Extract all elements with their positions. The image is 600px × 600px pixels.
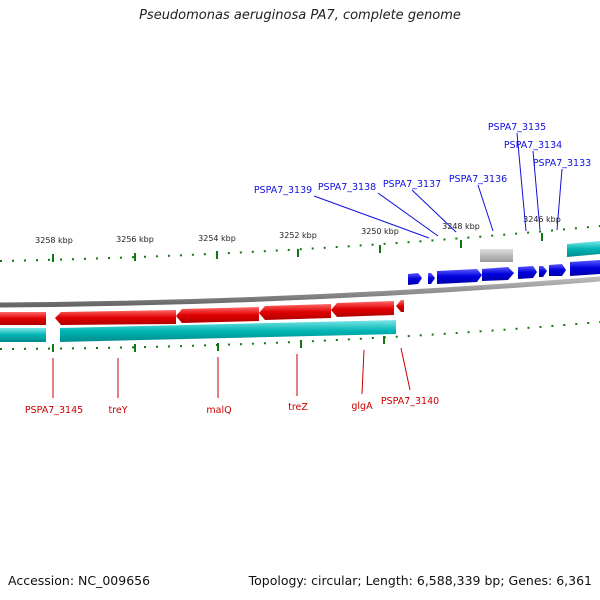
gene-label-PSPA7_3140: PSPA7_3140 <box>381 396 439 407</box>
gene-label-glgA: glgA <box>351 401 373 412</box>
forward-labels: PSPA7_3139 PSPA7_3138 PSPA7_3137 PSPA7_3… <box>254 122 591 239</box>
reverse-gene-arrow <box>259 304 331 320</box>
leader-line <box>361 349 365 395</box>
ruler-label: 3256 kbp <box>116 235 154 244</box>
leader-line <box>313 195 430 239</box>
gene-label-PSPA7_3133: PSPA7_3133 <box>533 158 591 169</box>
leader-line <box>411 189 457 233</box>
forward-gene-arrow <box>549 264 566 276</box>
leader-line <box>556 168 563 231</box>
map-title: Pseudomonas aeruginosa PA7, complete gen… <box>139 8 461 23</box>
reverse-labels: PSPA7_3145 treY malQ treZ glgA PSPA7_314… <box>25 347 439 416</box>
forward-gene-arrow <box>539 266 547 277</box>
forward-gene-arrow <box>482 267 514 281</box>
gene-label-PSPA7_3134: PSPA7_3134 <box>504 140 562 151</box>
ruler-label: 3258 kbp <box>35 236 73 245</box>
reverse-gene-arrow <box>331 301 394 317</box>
cyan-feature <box>60 320 396 342</box>
gene-label-PSPA7_3135: PSPA7_3135 <box>488 122 546 133</box>
grey-feature <box>480 249 513 262</box>
outer-ruler: 3258 kbp 3256 kbp 3254 kbp 3252 kbp 3250… <box>0 215 600 262</box>
cyan-feature-right <box>567 241 600 257</box>
gene-label-PSPA7_3136: PSPA7_3136 <box>449 174 507 185</box>
reverse-gene-arrow <box>0 312 46 325</box>
cyan-feature <box>0 328 46 342</box>
gene-label-treY: treY <box>108 405 127 416</box>
gene-label-PSPA7_3139: PSPA7_3139 <box>254 185 312 196</box>
forward-gene-arrow <box>518 266 537 279</box>
leader-line <box>377 192 439 237</box>
reverse-gene-arrow <box>176 307 259 323</box>
ruler-label: 3252 kbp <box>279 231 317 240</box>
reverse-gene-arrow <box>55 310 176 325</box>
gene-label-PSPA7_3145: PSPA7_3145 <box>25 405 83 416</box>
reverse-gene-arrow <box>396 300 404 312</box>
accession-text: Accession: NC_009656 <box>8 573 151 588</box>
forward-gene-arrow <box>570 260 600 276</box>
reverse-genes <box>0 300 404 325</box>
forward-gene-arrow <box>408 273 422 285</box>
topology-text: Topology: circular; Length: 6,588,339 bp… <box>248 573 592 588</box>
inner-ruler <box>0 321 600 352</box>
forward-gene-arrow <box>428 273 435 284</box>
ruler-label: 3248 kbp <box>442 222 480 231</box>
ruler-label: 3254 kbp <box>198 234 236 243</box>
ruler-label: 3250 kbp <box>361 227 399 236</box>
forward-genes <box>408 260 600 285</box>
leader-line <box>477 184 494 232</box>
gene-label-PSPA7_3137: PSPA7_3137 <box>383 179 441 190</box>
leader-line <box>400 347 411 391</box>
forward-gene-arrow <box>437 269 482 284</box>
leader-line <box>532 150 541 231</box>
gene-label-treZ: treZ <box>288 402 308 413</box>
leader-line <box>516 132 527 232</box>
ruler-label: 3246 kbp <box>523 215 561 224</box>
outer-tick-track <box>0 225 600 262</box>
gene-label-PSPA7_3138: PSPA7_3138 <box>318 182 376 193</box>
gene-label-malQ: malQ <box>206 405 231 416</box>
genome-backbone <box>0 276 600 308</box>
